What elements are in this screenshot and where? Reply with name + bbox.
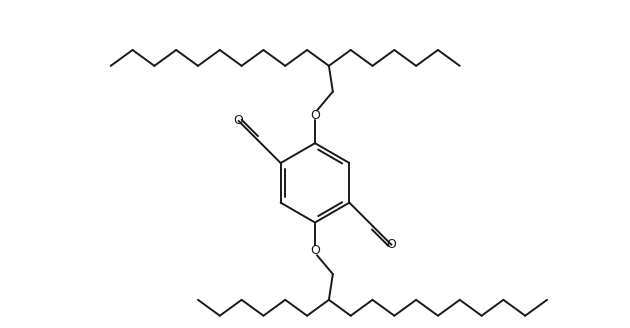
Text: O: O [386, 238, 396, 251]
Text: O: O [310, 109, 320, 122]
Text: O: O [234, 114, 244, 128]
Text: O: O [310, 244, 320, 257]
